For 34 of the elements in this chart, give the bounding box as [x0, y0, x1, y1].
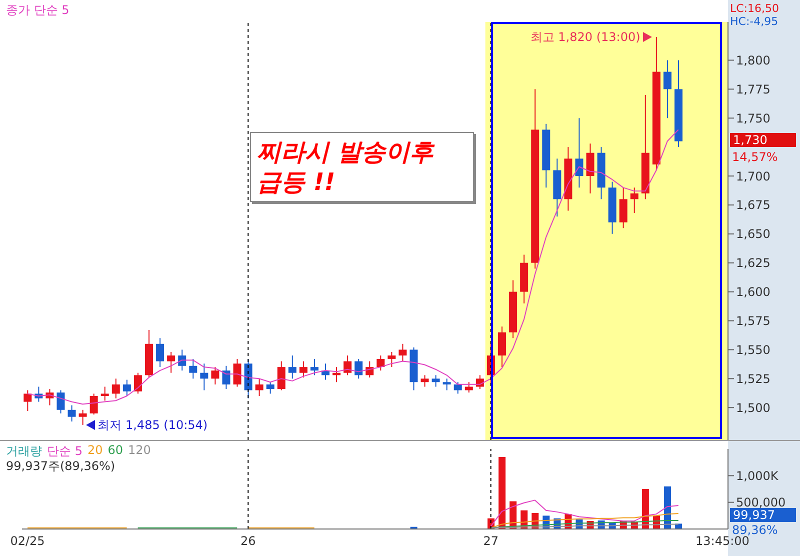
text: 종가 단순 5 — [6, 2, 70, 19]
y-tick-label: 1,525 — [736, 372, 770, 386]
text: 89,36% — [732, 522, 778, 537]
annotation: 99,937주(89,36%) — [6, 458, 116, 475]
text: 20 — [87, 443, 103, 459]
y-tick-label: 1,575 — [736, 314, 770, 328]
y-tick-label: 1,650 — [736, 227, 770, 242]
x-tick-label: 26 — [240, 534, 256, 548]
y-tick-label: 1,600 — [736, 285, 770, 300]
text: HC:-4,95 — [730, 15, 780, 28]
annotation: 찌라시 발송이후 급등 !! — [250, 132, 474, 202]
x-tick-label: 02/25 — [10, 534, 45, 548]
text: 14,57% — [732, 150, 778, 164]
y-tick-label: 1,775 — [736, 82, 770, 96]
text: LC:16,50 — [730, 2, 780, 15]
y-tick-label: 1,800 — [736, 53, 770, 68]
annotation: 최저 1,485 (10:54) — [98, 416, 208, 434]
text: 99,937 — [730, 508, 796, 522]
x-tick-label: 13:45:00 — [696, 534, 750, 548]
y-tick-label: 1,750 — [736, 111, 770, 126]
y-tick-label: 1,000K — [736, 468, 780, 483]
text: 120 — [128, 443, 151, 459]
annotation: 최고 1,820 (13:00) — [530, 29, 640, 46]
text: 1,730 — [730, 133, 796, 148]
y-tick-label: 1,625 — [736, 256, 770, 270]
x-tick-label: 27 — [483, 534, 498, 548]
y-tick-label: 1,500 — [736, 400, 770, 415]
y-tick-label: 1,700 — [736, 169, 770, 184]
y-tick-label: 1,675 — [736, 198, 770, 212]
text: 60 — [108, 443, 124, 459]
y-tick-label: 500,000 — [736, 496, 786, 510]
chart-title: 거래량 — [6, 443, 42, 460]
y-tick-label: 1,550 — [736, 342, 770, 357]
text: 단순 5 — [47, 443, 82, 460]
